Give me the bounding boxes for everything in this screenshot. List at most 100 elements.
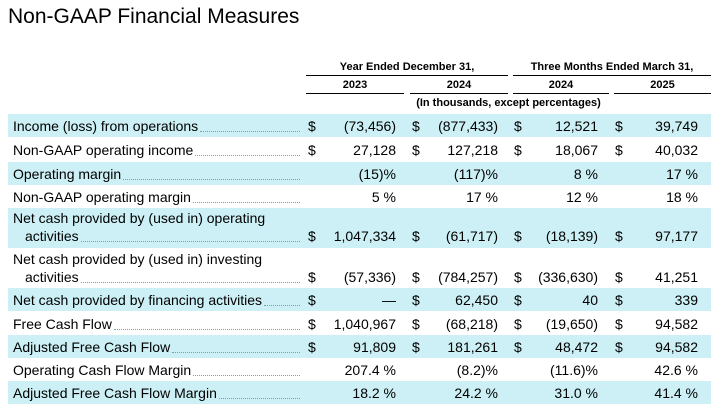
dotted-leader: [193, 202, 300, 203]
table-row: Net cash provided by financing activitie…: [8, 288, 711, 311]
dotted-leader: [200, 131, 300, 132]
table-cell-value: (73,456): [343, 118, 396, 134]
row-label: Adjusted Free Cash Flow: [13, 339, 171, 355]
table-cell-value: (11.6)%: [550, 362, 598, 378]
row-label: Net cash provided by (used in) operating: [13, 210, 266, 226]
currency-symbol: $: [412, 118, 420, 134]
row-label-continued: activities: [25, 228, 79, 244]
header-quarter-group: Three Months Ended March 31,: [530, 61, 694, 73]
table-cell-value: 17 %: [666, 166, 698, 182]
table-cell-value: 97,177: [655, 228, 698, 244]
currency-symbol: $: [514, 292, 522, 308]
table-cell-value: (68,218): [445, 316, 498, 332]
currency-symbol: $: [412, 228, 420, 244]
header-q1-2024: 2024: [548, 79, 574, 91]
table-cell-value: (19,650): [545, 316, 598, 332]
table-cell-value: 27,128: [353, 142, 396, 158]
currency-symbol: $: [615, 142, 623, 158]
table-row: Operating Cash Flow Margin 207.4 % (8.2)% (…: [8, 358, 711, 381]
currency-symbol: $: [615, 292, 623, 308]
row-label: Non-GAAP operating income: [13, 142, 194, 158]
table-cell-value: 41.4 %: [654, 385, 698, 401]
currency-symbol: $: [514, 269, 522, 285]
table-cell-value: (336,630): [538, 269, 598, 285]
dotted-leader: [81, 241, 300, 242]
table-cell-value: 18,067: [555, 142, 598, 158]
row-label: Free Cash Flow: [13, 316, 112, 332]
header-year-group-underline: [306, 75, 508, 76]
row-label: Net cash provided by (used in) investing: [13, 251, 263, 267]
currency-symbol: $: [308, 228, 316, 244]
table-row: Operating margin (15)% (117)% 8 % 17 %: [8, 162, 711, 185]
table-cell-value: (8.2)%: [456, 362, 498, 378]
currency-symbol: $: [615, 118, 623, 134]
dotted-leader: [81, 282, 300, 283]
table-row: Adjusted Free Cash Flow Margin 18.2 % 24.2…: [8, 381, 711, 404]
header-year-2023: 2023: [342, 79, 368, 91]
header-underline-2024: [410, 93, 508, 94]
table-cell-value: —: [382, 292, 396, 308]
dotted-leader: [195, 155, 300, 156]
currency-symbol: $: [412, 339, 420, 355]
table-cell-value: 17 %: [466, 189, 498, 205]
dotted-leader: [193, 375, 300, 376]
table-cell-value: 91,809: [353, 339, 396, 355]
currency-symbol: $: [412, 292, 420, 308]
currency-symbol: $: [412, 269, 420, 285]
table-cell-value: 339: [674, 292, 698, 308]
row-label: Non-GAAP operating margin: [13, 189, 191, 205]
currency-symbol: $: [615, 228, 623, 244]
table-cell-value: 48,472: [555, 339, 598, 355]
table-cell-value: 181,261: [447, 339, 498, 355]
table-cell-value: (877,433): [438, 118, 498, 134]
currency-symbol: $: [308, 292, 316, 308]
table-cell-value: 94,582: [655, 316, 698, 332]
row-label: Net cash provided by financing activitie…: [13, 292, 263, 308]
table-cell-value: 18.2 %: [352, 385, 396, 401]
table-cell-value: 42.6 %: [654, 362, 698, 378]
header-underline-q1-2024: [513, 93, 609, 94]
dotted-leader: [264, 305, 300, 306]
dotted-leader: [219, 398, 300, 399]
currency-symbol: $: [514, 228, 522, 244]
row-label: Adjusted Free Cash Flow Margin: [13, 385, 217, 401]
currency-symbol: $: [514, 316, 522, 332]
table-cell-value: 94,582: [655, 339, 698, 355]
table-cell-value: 8 %: [573, 166, 598, 182]
header-underline-q1-2025: [614, 93, 711, 94]
table-cell-value: (57,336): [343, 269, 396, 285]
table-row: Net cash provided by (used in) investing…: [8, 249, 711, 289]
table-cell-value: (784,257): [438, 269, 498, 285]
currency-symbol: $: [514, 118, 522, 134]
table-row: Net cash provided by (used in) operating…: [8, 208, 711, 248]
currency-symbol: $: [514, 339, 522, 355]
table-cell-value: 127,218: [447, 142, 498, 158]
header-q1-2025: 2025: [650, 79, 675, 91]
table-cell-value: (117)%: [453, 166, 498, 182]
table-row: Income (loss) from operations $ (73,456) $ (…: [8, 114, 711, 137]
table-row: Free Cash Flow $1,040,967 $ (68,218) $ (19,65…: [8, 312, 711, 335]
row-label: Operating Cash Flow Margin: [13, 362, 192, 378]
currency-symbol: $: [412, 142, 420, 158]
table-cell-value: 31.0 %: [554, 385, 598, 401]
dotted-leader: [123, 179, 300, 180]
dotted-leader: [172, 352, 300, 353]
header-underline-2023: [306, 93, 404, 94]
header-year-group: Year Ended December 31,: [339, 61, 475, 73]
currency-symbol: $: [308, 118, 316, 134]
table-cell-value: 5 %: [371, 189, 396, 205]
table-cell-value: 207.4 %: [344, 362, 396, 378]
currency-symbol: $: [514, 142, 522, 158]
table-cell-value: 40: [582, 292, 598, 308]
table-cell-value: 24.2 %: [454, 385, 498, 401]
currency-symbol: $: [615, 316, 623, 332]
currency-symbol: $: [308, 142, 316, 158]
row-label: Income (loss) from operations: [13, 118, 199, 134]
table-cell-value: 40,032: [655, 142, 698, 158]
table-cell-value: 18 %: [666, 189, 698, 205]
row-label: Operating margin: [13, 166, 122, 182]
currency-symbol: $: [308, 316, 316, 332]
currency-symbol: $: [615, 339, 623, 355]
table-cell-value: 1,047,334: [333, 228, 396, 244]
currency-symbol: $: [308, 269, 316, 285]
